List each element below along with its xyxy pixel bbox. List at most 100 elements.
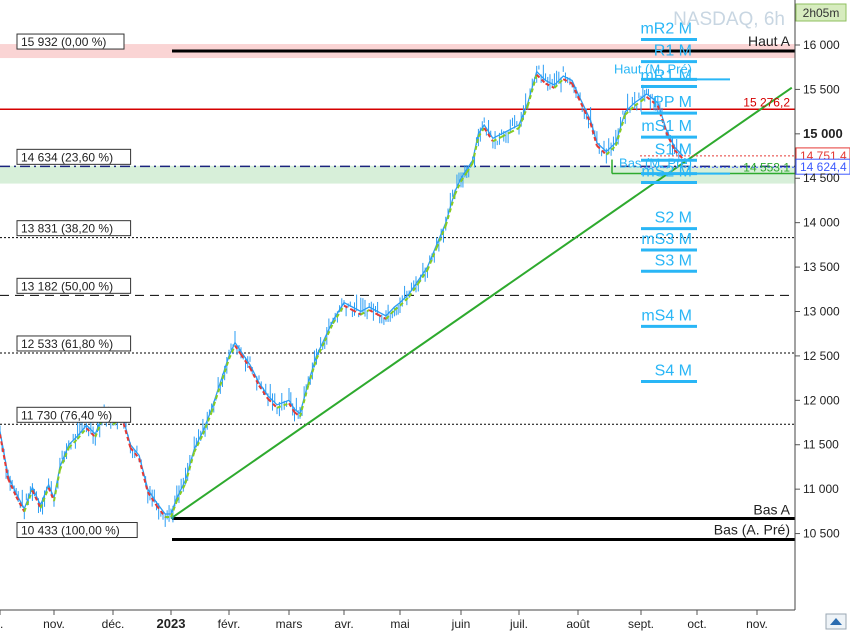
moving-average-segment	[589, 123, 598, 146]
moving-average-segment	[307, 358, 318, 386]
fib-level-box	[16, 522, 138, 539]
moving-average-segment	[393, 304, 401, 311]
moving-average-segment	[465, 162, 474, 173]
y-tick-label: 11 500	[803, 438, 839, 452]
fib-level-label: 13 182 (50,00 %)	[16, 277, 132, 294]
moving-average-segment	[68, 438, 79, 449]
fib-level-text: 13 831 (38,20 %)	[21, 222, 113, 236]
moving-average-segment	[23, 490, 34, 513]
pivot-label: mS3 M	[641, 231, 692, 248]
moving-average-segment	[526, 74, 538, 107]
fib-level-box	[16, 406, 132, 423]
timer-text: 2h05m	[803, 6, 840, 20]
moving-average-segment	[240, 353, 251, 369]
x-tick-label: mars	[276, 617, 303, 631]
moving-average-segment	[15, 496, 26, 513]
blue-price-tag-box	[795, 158, 850, 175]
moving-average-segment	[332, 305, 345, 324]
moving-average-segment	[562, 78, 573, 85]
x-tick-label: déc.	[102, 617, 125, 631]
moving-average-segment	[193, 433, 204, 453]
bas-a-label: Bas A	[753, 501, 790, 517]
pivot-label: S1 M	[655, 141, 692, 158]
moving-average-segment	[234, 345, 242, 356]
moving-average-segment	[293, 411, 301, 418]
moving-average-segment	[360, 309, 370, 316]
y-tick-label: 13 500	[803, 260, 840, 274]
moving-average-segment	[444, 194, 456, 226]
moving-average-segment	[7, 478, 18, 498]
y-tick-label: 11 000	[803, 482, 839, 496]
moving-average-segment	[596, 144, 608, 156]
moving-average-segment	[501, 131, 511, 138]
moving-average-segment	[651, 100, 659, 107]
moving-average-segment	[417, 269, 429, 284]
fib-level-box	[16, 220, 132, 237]
x-tick-label: févr.	[218, 617, 241, 631]
pivot-label: Bas (M. Pré)	[619, 156, 692, 171]
moving-average-segment	[249, 367, 260, 387]
pivot-label: Haut (M. Pré)	[614, 61, 692, 76]
symbol-title: NASDAQ, 6h	[673, 9, 785, 30]
moving-average-segment	[492, 135, 503, 143]
pivot-label: mS2 M	[641, 163, 692, 180]
moving-average-segment	[129, 447, 140, 460]
moving-average-segment	[518, 105, 529, 129]
scroll-button[interactable]	[825, 613, 847, 630]
moving-average-segment	[640, 96, 648, 103]
moving-average-segment	[175, 482, 187, 502]
fib-level-label: 14 634 (23,60 %)	[16, 148, 132, 165]
fib-level-box	[16, 335, 132, 352]
moving-average-segment	[146, 491, 158, 507]
y-tick-label: 15 000	[803, 126, 843, 141]
fib-level-label: 12 533 (61,80 %)	[16, 335, 132, 352]
fib-level-label: 15 932 (0,00 %)	[16, 33, 125, 50]
x-tick-label: juil.	[509, 617, 528, 631]
moving-average-segment	[645, 96, 653, 103]
fib-level-text: 14 634 (23,60 %)	[21, 150, 113, 164]
x-tick-label: août	[566, 617, 590, 631]
x-tick-label: avr.	[334, 617, 353, 631]
blue-price-tag-text: 14 624,4	[800, 160, 847, 174]
moving-average-segment	[31, 489, 42, 509]
moving-average-segment	[85, 427, 97, 438]
level-right-label: Haut A	[748, 33, 791, 49]
fib-level-label: 13 831 (38,20 %)	[16, 220, 132, 237]
y-tick-label: 15 500	[803, 82, 840, 96]
moving-average-segment	[624, 105, 636, 116]
x-tick-label: mai	[390, 617, 409, 631]
moving-average-segment	[210, 385, 222, 413]
moving-average-segment	[673, 149, 684, 160]
moving-average-segment	[408, 282, 420, 298]
level-right-label: Bas (A. Pré)	[714, 522, 790, 538]
moving-average-segment	[483, 127, 494, 142]
moving-average-segment	[267, 398, 278, 409]
pivot-label: PP M	[653, 94, 692, 111]
moving-average-segment	[535, 73, 547, 85]
support-band	[0, 165, 795, 184]
moving-average-segment	[453, 180, 462, 195]
moving-average-segment	[634, 100, 642, 107]
moving-average-segment	[219, 358, 230, 386]
x-tick-label: juin	[451, 617, 471, 631]
moving-average-segment	[553, 78, 564, 89]
scroll-up-icon	[830, 618, 842, 625]
y-tick-label: 12 500	[803, 349, 840, 363]
moving-average-segment	[399, 296, 410, 307]
pivot-label: mR2 M	[640, 20, 692, 37]
moving-average-segment	[545, 82, 555, 89]
y-tick-label: 16 000	[803, 38, 840, 52]
moving-average-segment	[138, 458, 149, 493]
moving-average-segment	[368, 309, 379, 316]
y-tick-label: 14 000	[803, 216, 840, 230]
moving-average-segment	[47, 487, 55, 502]
moving-average-segment	[299, 385, 310, 417]
moving-average-segment	[385, 309, 396, 320]
x-tick-label: 2023	[157, 616, 186, 631]
moving-average-segment	[477, 127, 486, 138]
moving-average-segment	[155, 504, 166, 518]
fib-level-text: 10 433 (100,00 %)	[21, 524, 120, 538]
